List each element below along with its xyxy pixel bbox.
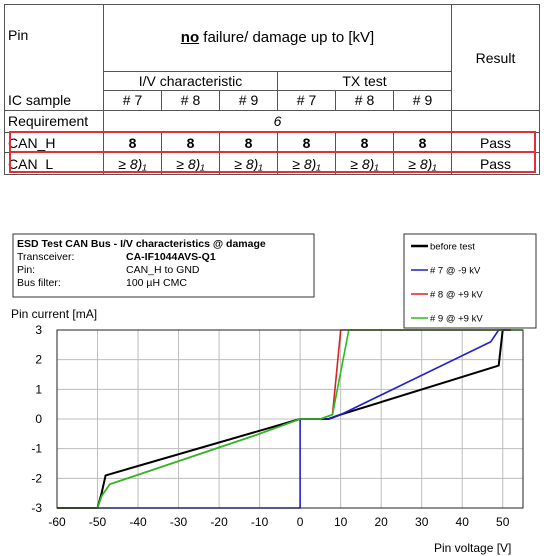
x-tick-label: -20: [210, 515, 228, 529]
pin-label: Pin: [8, 27, 29, 43]
value-cell: 8: [335, 131, 394, 154]
x-tick-label: 50: [496, 515, 510, 529]
info-label: Pin:: [17, 264, 35, 276]
y-tick-label: 2: [35, 353, 42, 367]
info-value: CAN_H to GND: [126, 264, 200, 276]
x-tick-label: 10: [334, 515, 348, 529]
requirement-label: Requirement: [4, 110, 104, 133]
series-line: [57, 329, 511, 509]
result-header: Result: [451, 3, 540, 112]
x-tick-label: -50: [89, 515, 107, 529]
x-tick-label: -40: [129, 515, 147, 529]
info-title: ESD Test CAN Bus - I/V characteristics @…: [17, 238, 266, 250]
y-tick-label: -3: [31, 501, 42, 515]
group-tx-header: TX test: [277, 70, 452, 91]
legend: before test # 7 @ -9 kV # 8 @ +9 kV # 9 @ +…: [403, 233, 537, 329]
info-box: ESD Test CAN Bus - I/V characteristics @…: [12, 233, 315, 298]
value-cell: ≥ 8)₁: [335, 152, 394, 175]
value-cell: ≥ 8)₁: [219, 152, 278, 175]
value-cell: 8: [161, 131, 220, 154]
ic-sample-label: IC sample: [8, 92, 72, 109]
x-tick-label: 0: [297, 515, 304, 529]
legend-entry: # 7 @ -9 kV: [430, 266, 481, 277]
pin-cell: CAN_H: [4, 131, 104, 154]
y-tick-label: -2: [31, 471, 42, 485]
pin-cell: CAN_L: [4, 152, 104, 175]
x-tick-label: -30: [170, 515, 188, 529]
info-value: CA-IF1044AVS-Q1: [126, 251, 216, 263]
x-axis-label: Pin voltage [V]: [434, 541, 511, 555]
series-lines: [57, 329, 523, 509]
iv-chart: ESD Test CAN Bus - I/V characteristics @…: [11, 233, 537, 555]
table-title: no failure/ damage up to [kV]: [103, 4, 452, 72]
sample-header: # 9: [219, 89, 278, 112]
legend-entry: before test: [430, 242, 475, 253]
table-row: CAN_H 8 8 8 8 8 8 Pass: [4, 131, 540, 154]
x-tick-label: -60: [48, 515, 66, 529]
table-row: CAN_L ≥ 8)₁ ≥ 8)₁ ≥ 8)₁ ≥ 8)₁ ≥ 8)₁ ≥ 8)…: [4, 152, 540, 175]
value-cell: 8: [219, 131, 278, 154]
value-cell: ≥ 8)₁: [277, 152, 336, 175]
result-cell: Pass: [451, 131, 540, 154]
value-cell: ≥ 8)₁: [393, 152, 452, 175]
x-tick-label: 40: [456, 515, 470, 529]
x-tick-label: -10: [251, 515, 269, 529]
value-cell: 8: [103, 131, 162, 154]
requirement-value: 6: [103, 110, 452, 133]
group-iv-header: I/V characteristic: [103, 70, 278, 91]
grid: [56, 329, 524, 509]
title-rest: failure/ damage up to [kV]: [199, 29, 375, 47]
value-cell: ≥ 8)₁: [161, 152, 220, 175]
info-value: 100 µH CMC: [126, 277, 187, 289]
requirement-result-cell: [451, 110, 540, 133]
x-tick-label: 20: [374, 515, 388, 529]
value-cell: 8: [393, 131, 452, 154]
legend-entry: # 9 @ +9 kV: [430, 314, 483, 325]
sample-header: # 8: [161, 89, 220, 112]
value-cell: ≥ 8)₁: [103, 152, 162, 175]
legend-entry: # 8 @ +9 kV: [430, 290, 483, 301]
sample-header: # 9: [393, 89, 452, 112]
y-tick-label: -1: [31, 442, 42, 456]
y-tick-label: 3: [35, 323, 42, 337]
sample-header: # 7: [103, 89, 162, 112]
title-emphasis: no: [180, 29, 200, 47]
esd-results-table: Pin IC sample no failure/ damage up to […: [4, 3, 540, 175]
y-axis-label: Pin current [mA]: [11, 307, 97, 321]
plot-frame: [56, 329, 524, 509]
sample-header: # 7: [277, 89, 336, 112]
info-label: Transceiver:: [17, 251, 74, 263]
series-line: [57, 329, 523, 509]
y-tick-label: 1: [35, 382, 42, 396]
value-cell: 8: [277, 131, 336, 154]
pin-header: Pin IC sample: [4, 3, 104, 112]
sample-header: # 8: [335, 89, 394, 112]
x-tick-label: 30: [415, 515, 429, 529]
y-tick-label: 0: [35, 412, 42, 426]
result-cell: Pass: [451, 152, 540, 175]
info-label: Bus filter:: [17, 277, 61, 289]
